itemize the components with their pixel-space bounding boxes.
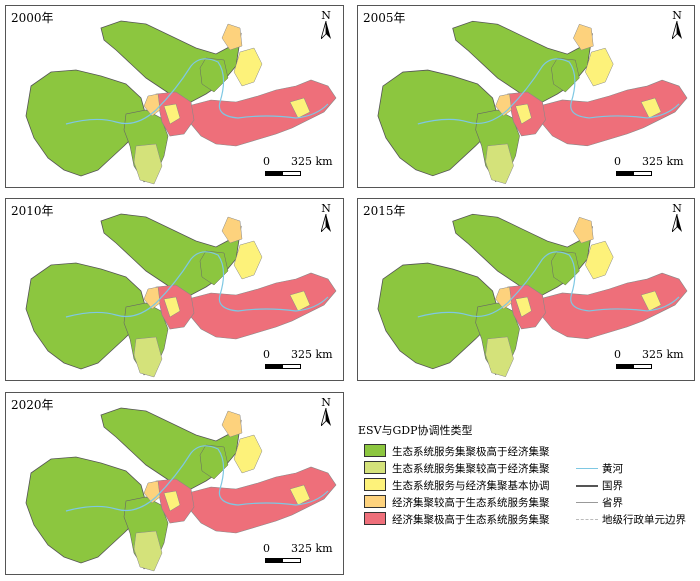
legend-label-1: 生态系统服务集聚极高于经济集聚	[392, 446, 550, 458]
legend-swatch-3	[364, 478, 386, 491]
scale-distance: 325 km	[291, 155, 333, 168]
panel-year-label: 2015年	[363, 204, 406, 218]
scale-bar: 0 325 km	[263, 542, 333, 566]
map-panel-2020: 2020年 N 0 325 km	[5, 392, 344, 575]
scale-bar: 0 325 km	[614, 155, 684, 179]
map-legend: ESV与GDP协调性类型 生态系统服务集聚极高于经济集聚 生态系统服务集聚较高于…	[358, 422, 694, 532]
legend-line-label-4: 地级行政单元边界	[602, 514, 686, 526]
scale-zero: 0	[614, 348, 621, 361]
scale-distance: 325 km	[642, 155, 684, 168]
legend-label-5: 经济集聚极高于生态系统服务集聚	[392, 514, 550, 526]
north-label: N	[672, 202, 682, 215]
scale-bar: 0 325 km	[614, 348, 684, 372]
scale-bar: 0 325 km	[263, 348, 333, 372]
north-arrow-icon: N	[319, 397, 333, 426]
legend-label-3: 生态系统服务与经济集聚基本协调	[392, 480, 550, 492]
legend-line-label-2: 国界	[602, 480, 623, 492]
legend-title: ESV与GDP协调性类型	[358, 424, 473, 437]
map-panel-2015: 2015年 N 0 325 km	[357, 198, 695, 381]
legend-swatch-2	[364, 461, 386, 474]
legend-swatch-1	[364, 444, 386, 457]
north-label: N	[321, 9, 331, 22]
legend-line-national	[576, 485, 598, 487]
map-panel-2005: 2005年 N 0 325 km	[357, 5, 695, 188]
north-arrow-icon: N	[319, 203, 333, 232]
legend-swatch-5	[364, 512, 386, 525]
map-panel-2000: 2000年 N 0 325 km	[5, 5, 344, 188]
panel-year-label: 2005年	[363, 11, 406, 25]
north-arrow-icon: N	[319, 10, 333, 39]
scale-zero: 0	[263, 542, 270, 555]
scale-zero: 0	[263, 155, 270, 168]
panel-year-label: 2020年	[11, 398, 54, 412]
legend-line-river	[576, 468, 598, 469]
scale-zero: 0	[614, 155, 621, 168]
scale-distance: 325 km	[291, 348, 333, 361]
scale-distance: 325 km	[291, 542, 333, 555]
north-label: N	[672, 9, 682, 22]
panel-year-label: 2010年	[11, 204, 54, 218]
scale-distance: 325 km	[642, 348, 684, 361]
legend-swatch-4	[364, 495, 386, 508]
legend-label-4: 经济集聚较高于生态系统服务集聚	[392, 497, 550, 509]
scale-zero: 0	[263, 348, 270, 361]
north-label: N	[321, 396, 331, 409]
scale-bar: 0 325 km	[263, 155, 333, 179]
legend-line-label-1: 黄河	[602, 463, 623, 475]
legend-line-province	[576, 502, 598, 503]
north-arrow-icon: N	[670, 203, 684, 232]
map-panel-2010: 2010年 N 0 325 km	[5, 198, 344, 381]
north-label: N	[321, 202, 331, 215]
panel-year-label: 2000年	[11, 11, 54, 25]
legend-line-prefecture	[576, 519, 598, 520]
legend-label-2: 生态系统服务集聚较高于经济集聚	[392, 463, 550, 475]
north-arrow-icon: N	[670, 10, 684, 39]
legend-line-label-3: 省界	[602, 497, 623, 509]
